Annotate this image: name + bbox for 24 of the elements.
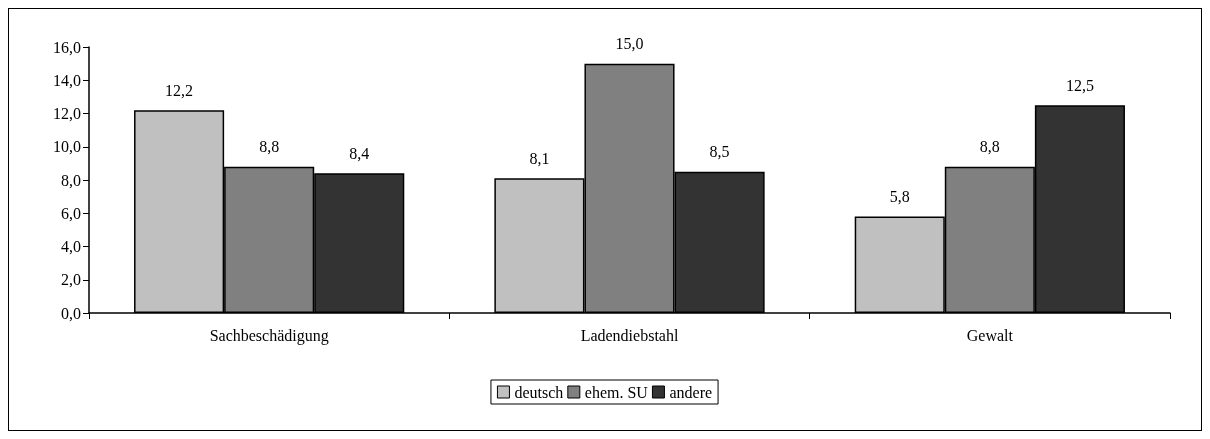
y-tick-label: 4,0	[61, 238, 81, 255]
legend-label: andere	[669, 383, 713, 401]
y-tick-label: 2,0	[61, 271, 81, 289]
y-tick-label: 8,0	[61, 171, 81, 189]
data-label: 15,0	[615, 35, 644, 53]
data-label: 8,8	[259, 138, 280, 156]
x-tick-label: Gewalt	[966, 326, 1014, 344]
data-label: 12,5	[1065, 76, 1094, 94]
legend-label: ehem. SU	[584, 383, 649, 401]
y-tick-label: 12,0	[53, 105, 81, 122]
data-label: 8,4	[349, 144, 370, 162]
data-label: 5,8	[889, 188, 910, 206]
y-tick-label: 0,0	[61, 304, 81, 322]
data-label: 8,1	[529, 149, 550, 167]
y-tick-label: 6,0	[61, 204, 81, 222]
x-tick-label: Sachbeschädigung	[209, 326, 329, 345]
data-label: 12,2	[165, 81, 194, 99]
y-tick-label: 16,0	[53, 38, 81, 56]
y-tick-label: 14,0	[53, 71, 81, 89]
data-label: 8,5	[709, 143, 730, 161]
y-tick-label: 10,0	[53, 138, 81, 156]
data-label: 8,8	[979, 138, 1000, 156]
x-tick-label: Ladendiebstahl	[580, 326, 679, 344]
legend-label: deutsch	[514, 383, 564, 401]
